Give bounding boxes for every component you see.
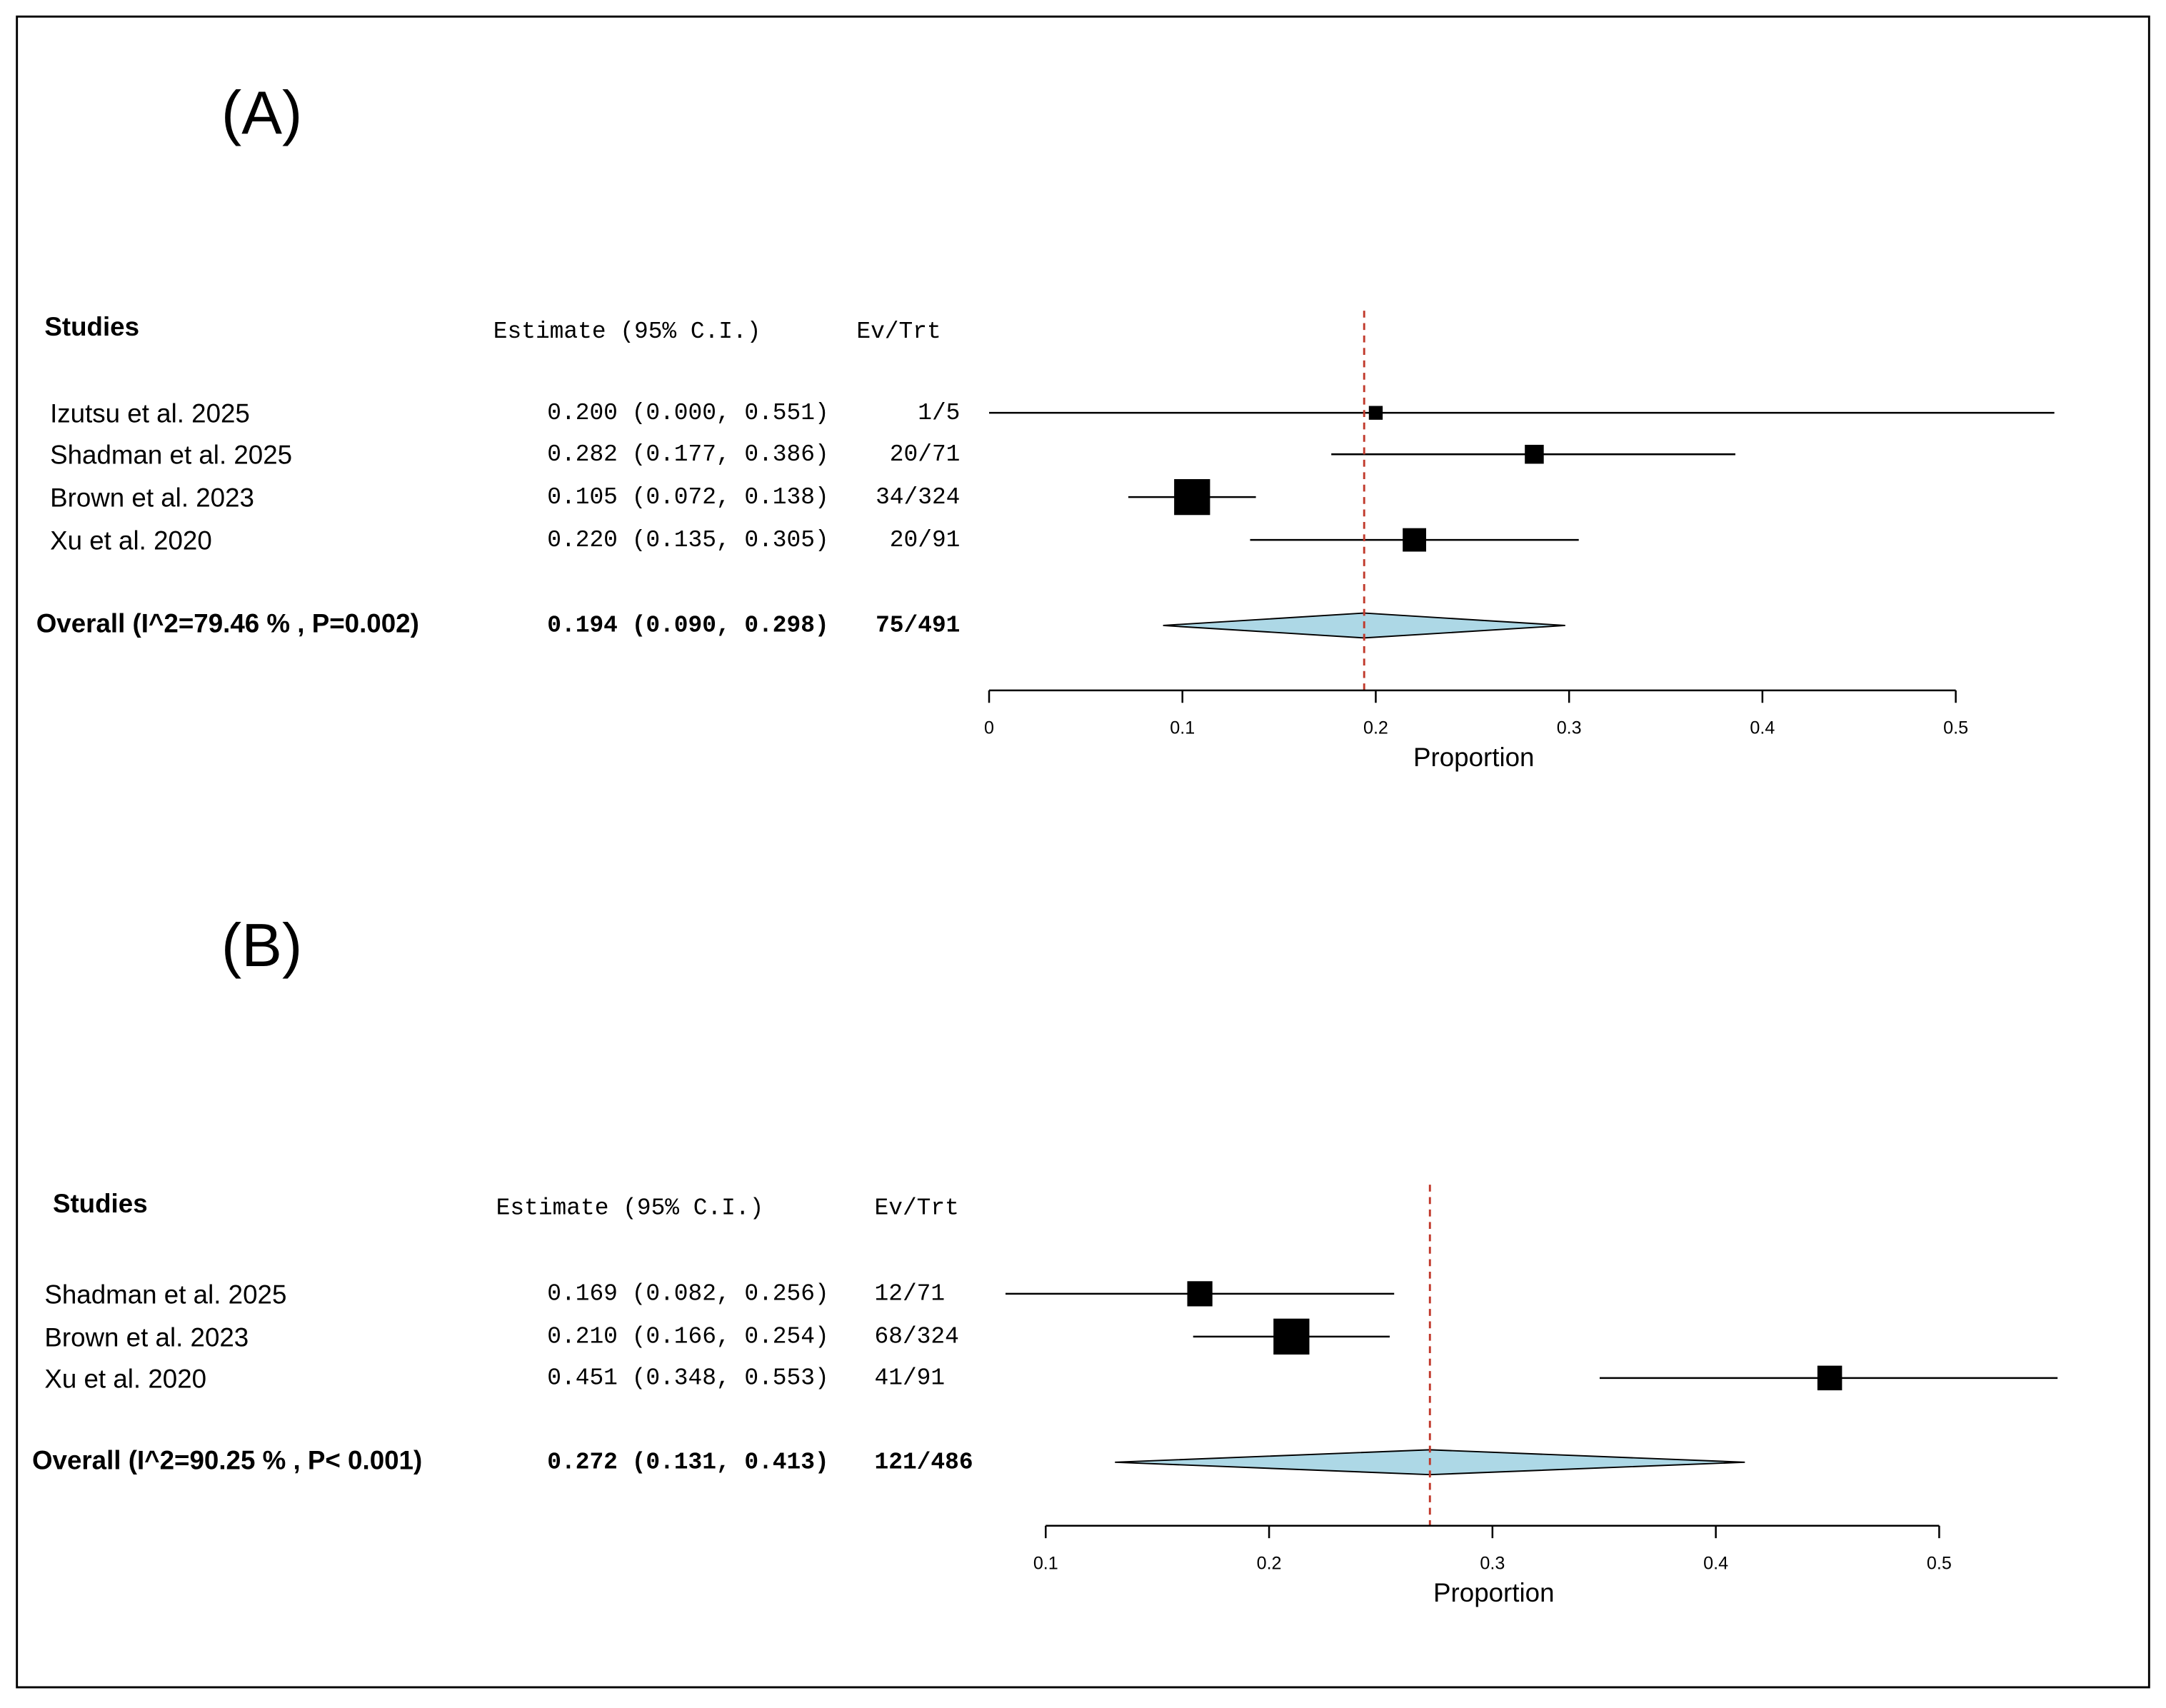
- study-label: Xu et al. 2020: [44, 1364, 206, 1393]
- study-label: Brown et al. 2023: [50, 483, 254, 513]
- estimate-label: 0.282 (0.177, 0.386): [547, 441, 828, 468]
- estimate-label: 0.220 (0.135, 0.305): [547, 527, 828, 553]
- x-axis-title: Proportion: [1433, 1578, 1554, 1607]
- overall-ev-trt-label: 75/491: [876, 613, 960, 639]
- estimate-square: [1273, 1318, 1310, 1355]
- ev-trt-label: 68/324: [875, 1324, 959, 1350]
- estimate-square: [1817, 1365, 1842, 1391]
- ev-trt-label: 41/91: [875, 1365, 946, 1392]
- header-ev-trt: Ev/Trt: [856, 318, 941, 345]
- x-tick-label: 0.1: [1170, 718, 1195, 738]
- ev-trt-label: 20/91: [890, 527, 961, 553]
- ev-trt-label: 20/71: [890, 441, 961, 468]
- header-studies: Studies: [44, 312, 139, 341]
- estimate-square: [1187, 1281, 1213, 1307]
- overall-estimate-label: 0.194 (0.090, 0.298): [547, 613, 828, 639]
- figure-border: [16, 15, 2150, 1689]
- overall-ev-trt-label: 121/486: [875, 1449, 973, 1475]
- x-tick-label: 0: [984, 718, 994, 738]
- panel-label: (B): [221, 912, 302, 980]
- x-tick-label: 0.2: [1363, 718, 1388, 738]
- study-label: Shadman et al. 2025: [44, 1280, 286, 1309]
- x-tick-label: 0.5: [1943, 718, 1968, 738]
- overall-label: Overall (I^2=79.46 % , P=0.002): [36, 609, 419, 638]
- estimate-square: [1525, 444, 1544, 464]
- header-estimate: Estimate (95% C.I.): [493, 318, 761, 345]
- x-tick-label: 0.3: [1480, 1554, 1505, 1574]
- ev-trt-label: 1/5: [918, 400, 960, 426]
- estimate-label: 0.200 (0.000, 0.551): [547, 400, 828, 426]
- study-label: Izutsu et al. 2025: [50, 399, 250, 428]
- header-estimate: Estimate (95% C.I.): [496, 1195, 764, 1222]
- x-tick-label: 0.3: [1557, 718, 1582, 738]
- ev-trt-label: 34/324: [876, 484, 960, 511]
- estimate-square: [1403, 528, 1426, 552]
- estimate-label: 0.105 (0.072, 0.138): [547, 484, 828, 511]
- estimate-square: [1368, 406, 1383, 420]
- header-ev-trt: Ev/Trt: [875, 1195, 959, 1222]
- panel-label: (A): [221, 79, 302, 147]
- study-label: Shadman et al. 2025: [50, 441, 292, 470]
- overall-estimate-label: 0.272 (0.131, 0.413): [547, 1449, 828, 1475]
- header-studies: Studies: [53, 1189, 148, 1218]
- x-axis-title: Proportion: [1413, 743, 1534, 772]
- estimate-label: 0.169 (0.082, 0.256): [547, 1281, 828, 1307]
- x-tick-label: 0.5: [1927, 1554, 1952, 1574]
- x-tick-label: 0.2: [1257, 1554, 1282, 1574]
- x-tick-label: 0.4: [1703, 1554, 1728, 1574]
- x-tick-label: 0.1: [1033, 1554, 1058, 1574]
- study-label: Brown et al. 2023: [44, 1322, 249, 1352]
- overall-label: Overall (I^2=90.25 % , P< 0.001): [32, 1446, 422, 1475]
- estimate-label: 0.210 (0.166, 0.254): [547, 1324, 828, 1350]
- x-tick-label: 0.4: [1750, 718, 1775, 738]
- ev-trt-label: 12/71: [875, 1281, 946, 1307]
- estimate-square: [1174, 478, 1210, 516]
- study-label: Xu et al. 2020: [50, 526, 212, 556]
- estimate-label: 0.451 (0.348, 0.553): [547, 1365, 828, 1392]
